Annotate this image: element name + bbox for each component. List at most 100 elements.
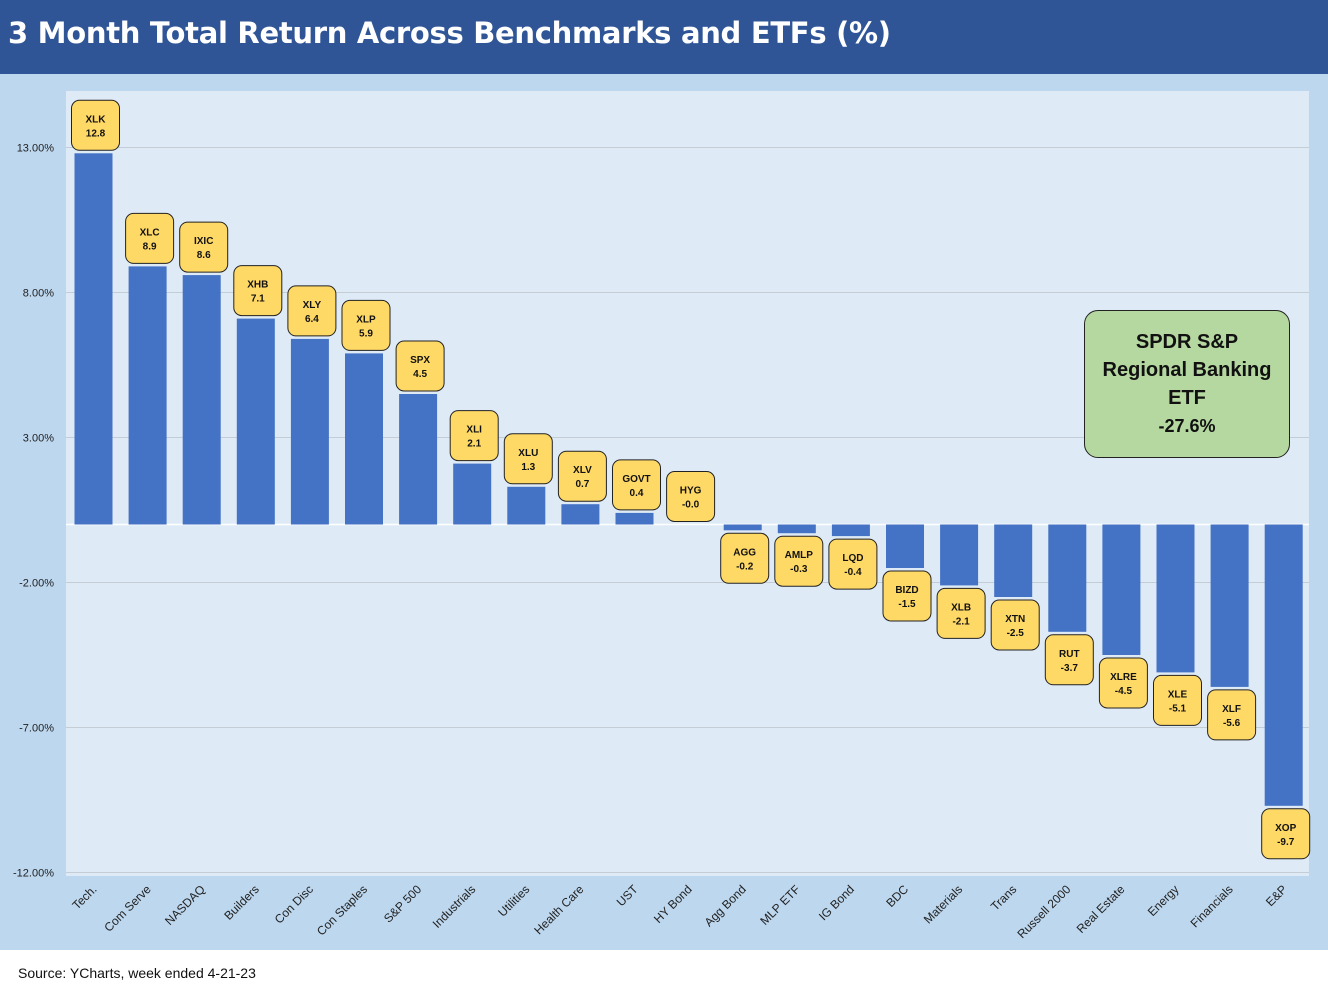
data-label-ticker: BIZD [895,585,918,596]
data-label-ticker: XLB [951,602,971,613]
data-label-value: 5.9 [359,328,373,339]
bar [236,318,275,525]
data-label-box [557,450,607,502]
data-label-value: -9.7 [1277,837,1295,848]
data-label-value: -0.2 [736,561,754,572]
data-label-value: 1.3 [521,462,535,473]
data-label-box [936,587,986,639]
data-label-ticker: XLE [1168,689,1188,700]
bar [128,266,167,525]
x-category-label: BDC [883,882,911,910]
data-label-box [1261,808,1311,860]
data-label-box [720,532,770,584]
data-label-value: -0.4 [844,567,862,578]
data-label-ticker: HYG [680,486,702,497]
data-label-value: 0.4 [630,488,644,499]
data-label-value: -3.7 [1061,663,1079,674]
data-label-ticker: XLV [573,465,592,476]
bar [940,524,979,586]
data-label-value: -1.5 [898,599,916,610]
source-note: Source: YCharts, week ended 4-21-23 [18,965,256,981]
data-label-box [449,410,499,462]
data-label-value: 0.7 [575,479,589,490]
y-tick-label: -2.00% [19,578,54,590]
bar [1210,524,1249,687]
bar [507,486,546,525]
data-label-ticker: RUT [1059,649,1080,660]
bar [831,524,870,537]
data-label-value: -2.5 [1007,628,1025,639]
data-label-ticker: XLC [140,227,160,238]
data-label-ticker: AMLP [785,550,814,561]
bar [994,524,1033,597]
x-category-label: Real Estate [1074,882,1128,936]
data-label-box [287,285,337,337]
data-label-box [612,459,661,511]
data-label-box [503,433,553,485]
bar [723,524,762,531]
data-label-box [395,340,445,392]
bar [1264,524,1303,806]
data-label-ticker: XHB [247,280,268,291]
data-label-box [125,212,175,264]
y-tick-label: 13.00% [17,143,55,155]
bar [615,512,654,525]
data-label-ticker: SPX [410,355,430,366]
x-category-label: E&P [1263,882,1290,909]
data-label-value: -5.1 [1169,703,1187,714]
data-label-box [774,535,824,587]
data-label-value: -2.1 [952,616,970,627]
data-label-value: -4.5 [1115,686,1133,697]
x-category-label: Energy [1145,882,1182,919]
data-label-box [341,299,391,351]
y-tick-label: 8.00% [23,288,54,300]
callout-line-1: SPDR S&P [1135,331,1239,353]
data-label-ticker: AGG [733,547,756,558]
x-category-label: Agg Bond [702,882,749,929]
x-category-label: HY Bond [651,882,695,926]
callout-line-3: ETF [1168,387,1206,409]
x-category-label: Financials [1188,882,1236,930]
data-label-ticker: XOP [1275,823,1296,834]
x-category-label: NASDAQ [162,882,208,928]
data-label-box [990,599,1040,651]
callout-line-2: Regional Banking [1102,359,1272,381]
x-category-label: IG Bond [816,882,857,923]
chart-title: 3 Month Total Return Across Benchmarks a… [8,16,891,50]
data-label-ticker: IXIC [194,236,213,247]
data-label-ticker: GOVT [622,474,650,485]
data-label-box [1044,634,1094,686]
data-label-box [71,99,120,151]
data-label-value: 7.1 [251,294,265,305]
y-tick-label: -7.00% [19,723,54,735]
data-label-box [1098,657,1148,709]
x-category-label: Trans [988,882,1019,913]
bar [1102,524,1141,655]
y-tick-label: 3.00% [23,433,54,445]
x-category-label: S&P 500 [381,882,424,925]
x-category-label: Tech. [69,882,99,912]
bar [290,338,329,525]
data-label-ticker: XLI [466,425,482,436]
bar [886,524,924,568]
y-tick-label: -12.00% [13,868,54,880]
data-label-box [1207,689,1257,741]
bar [561,504,600,525]
data-label-box [828,538,878,590]
bar [777,524,816,534]
data-label-box [1153,674,1202,726]
x-category-label: MLP ETF [757,882,803,928]
data-label-value: 4.5 [413,369,427,380]
x-category-label: Com Serve [101,882,154,935]
data-label-ticker: XLRE [1110,672,1137,683]
data-label-value: 8.9 [143,241,157,252]
bar [1156,524,1195,673]
title-bar: 3 Month Total Return Across Benchmarks a… [0,0,1328,74]
x-category-label: Builders [221,882,262,923]
data-label-value: 6.4 [305,314,319,325]
data-label-value: -5.6 [1223,718,1241,729]
data-label-box [666,471,716,522]
x-category-label: Health Care [531,882,586,937]
x-category-label: Con Staples [314,882,370,938]
data-label-box [233,265,283,317]
